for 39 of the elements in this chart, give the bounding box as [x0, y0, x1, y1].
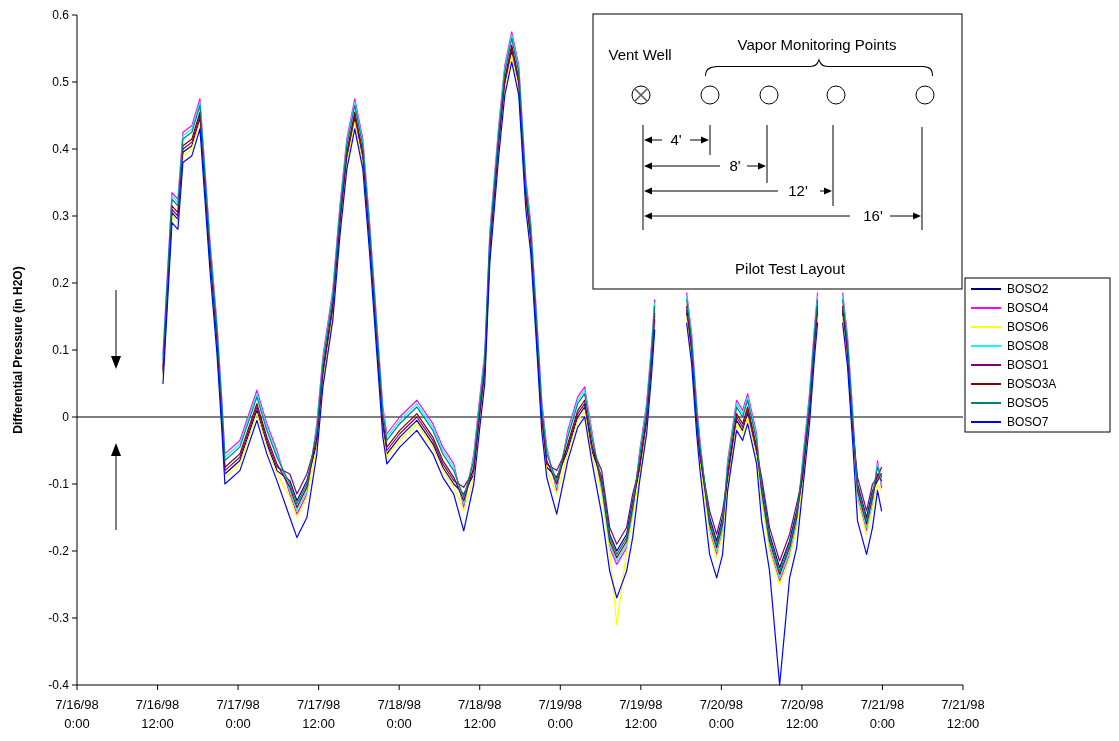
x-tick-label: 7/19/98 0:00: [538, 697, 582, 731]
x-tick-label: 7/17/98 0:00: [216, 697, 260, 731]
x-tick-label: 7/21/98 12:00: [941, 697, 985, 731]
annotation: 12': [788, 182, 808, 199]
x-tick-label: 7/17/98 12:00: [296, 697, 341, 731]
legend-label: BOSO8: [1007, 339, 1049, 354]
y-tick-label: 0.5: [52, 75, 70, 90]
y-tick-label: -0.2: [48, 544, 70, 559]
y-tick-label: -0.3: [48, 611, 70, 626]
legend-label: BOSO5: [1007, 396, 1049, 411]
annotation: 4': [670, 131, 682, 148]
legend-label: BOSO4: [1007, 301, 1049, 316]
legend-label: BOSO7: [1007, 415, 1049, 430]
x-tick-label: 7/21/98 0:00: [860, 697, 905, 731]
y-tick-label: 0.3: [52, 209, 70, 224]
x-tick-label: 7/16/98 0:00: [55, 697, 99, 731]
y-tick-label: 0.1: [52, 343, 70, 358]
annotation: Pilot Test Layout: [735, 260, 846, 277]
annotation: 16': [863, 207, 883, 224]
y-tick-label: -0.4: [48, 678, 70, 693]
legend-label: BOSO2: [1007, 282, 1049, 297]
y-tick-label: 0: [62, 410, 70, 425]
legend-label: BOSO3A: [1007, 377, 1057, 392]
x-tick-label: 7/20/98 12:00: [780, 697, 824, 731]
x-tick-label: 7/16/98 12:00: [135, 697, 180, 731]
legend-label: BOSO1: [1007, 358, 1049, 373]
y-tick-label: -0.1: [48, 477, 70, 492]
legend-label: BOSO6: [1007, 320, 1049, 335]
annotation: Vapor Monitoring Points: [737, 36, 897, 53]
x-tick-label: 7/18/98 12:00: [458, 697, 502, 731]
annotation: 8': [729, 157, 741, 174]
y-tick-label: 0.4: [52, 142, 70, 157]
annotation: Vent Well: [608, 46, 672, 63]
y-tick-label: 0.6: [52, 8, 70, 23]
x-tick-label: 7/20/98 0:00: [699, 697, 744, 731]
y-axis-title: Differential Pressure (in H2O): [11, 266, 25, 434]
y-tick-label: 0.2: [52, 276, 70, 291]
x-tick-label: 7/19/98 12:00: [619, 697, 663, 731]
x-tick-label: 7/18/98 0:00: [377, 697, 421, 731]
